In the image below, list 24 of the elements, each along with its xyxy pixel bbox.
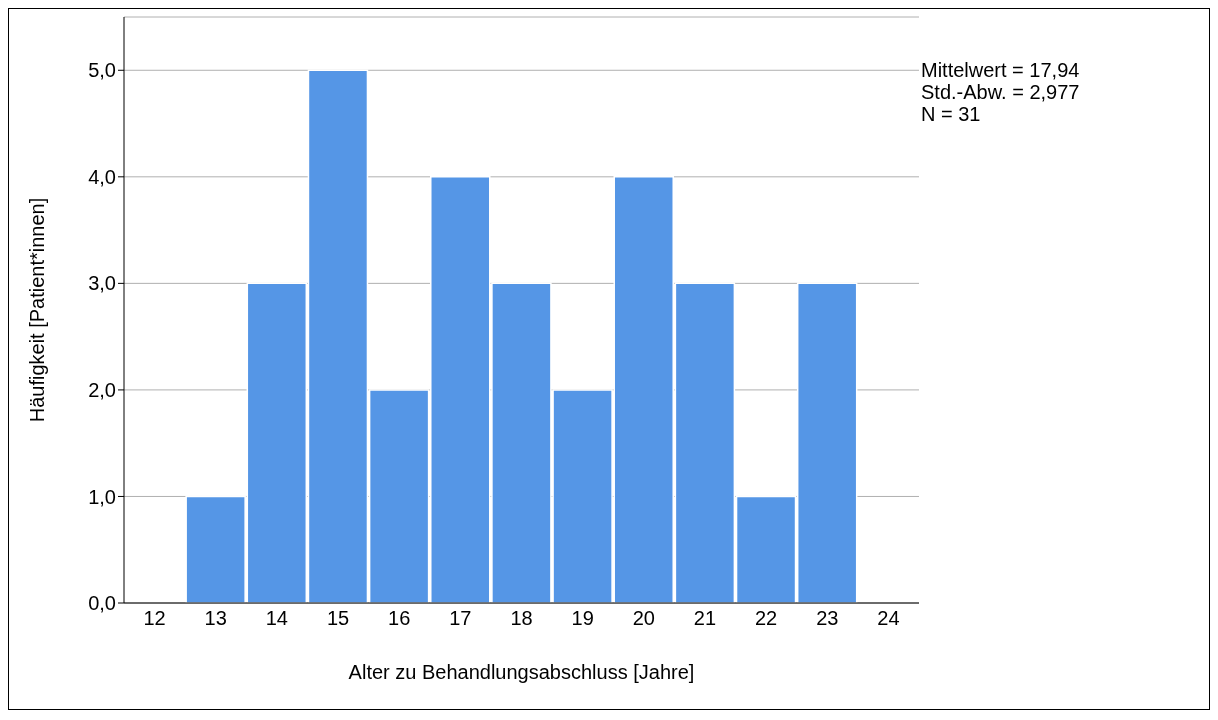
y-tick-label: 0,0 (88, 592, 116, 615)
x-tick-label: 23 (816, 607, 839, 630)
x-tick-label: 16 (388, 607, 411, 630)
text: N = 31 (921, 103, 982, 125)
x-tick-label: 17 (449, 607, 472, 630)
x-axis-title: Alter zu Behandlungsabschluss [Jahre] (348, 661, 695, 683)
x-tick-label: 14 (265, 607, 289, 630)
x-tick-label: 20 (632, 607, 655, 630)
x-tick-label: 22 (754, 607, 778, 630)
x-tick-label: 19 (571, 607, 594, 630)
y-tick-label: 4,0 (88, 165, 116, 188)
y-tick-label: 3,0 (88, 272, 116, 295)
text: Mittelwert = 17,94 (921, 59, 1080, 81)
y-tick-label: 2,0 (88, 379, 116, 402)
x-tick-label: 24 (877, 607, 900, 630)
y-tick-label: 1,0 (88, 485, 116, 508)
x-tick-label: 15 (326, 607, 350, 630)
x-tick-label: 13 (204, 607, 227, 630)
y-axis-title: Häufigkeit [Patient*innen] (26, 197, 49, 423)
text: Std.-Abw. = 2,977 (921, 81, 1080, 103)
x-tick-label: 18 (510, 607, 533, 630)
x-tick-label: 21 (693, 607, 717, 630)
y-tick-label: 5,0 (88, 59, 116, 82)
x-tick-label: 12 (143, 607, 166, 630)
